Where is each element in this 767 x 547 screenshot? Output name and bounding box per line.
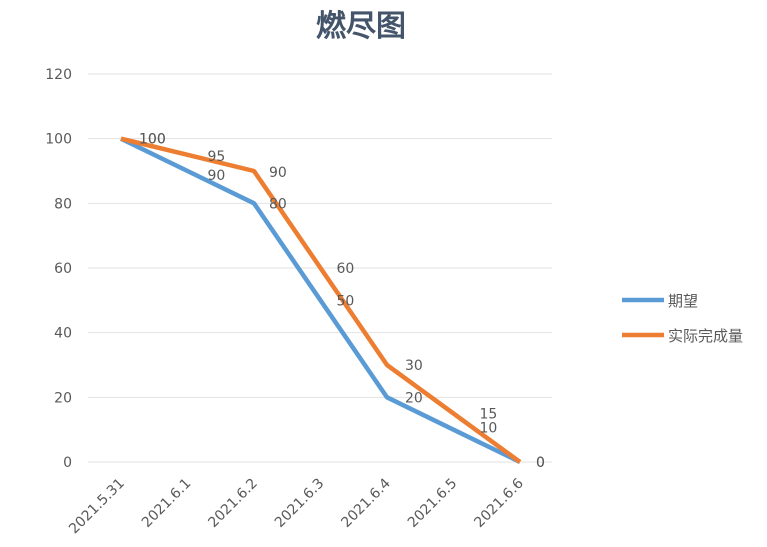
data-label: 80 bbox=[269, 196, 287, 212]
data-label: 0 bbox=[536, 455, 545, 471]
x-tick-label: 2021.6.2 bbox=[205, 476, 260, 531]
y-tick-label: 80 bbox=[54, 196, 72, 212]
legend-label: 实际完成量 bbox=[668, 327, 743, 345]
x-tick-label: 2021.6.5 bbox=[405, 476, 460, 531]
y-tick-label: 20 bbox=[54, 390, 72, 406]
data-label: 50 bbox=[337, 293, 355, 309]
data-label: 15 bbox=[480, 407, 498, 423]
series-line-2 bbox=[120, 136, 522, 464]
x-tick-label: 2021.6.1 bbox=[139, 476, 194, 531]
x-axis-ticks: 2021.5.31 2021.6.1 2021.6.2 2021.6.3 2021.6.… bbox=[66, 475, 527, 537]
x-tick-label: 2021.5.31 bbox=[66, 476, 128, 538]
data-label: 60 bbox=[337, 261, 355, 277]
x-tick-label: 2021.6.3 bbox=[272, 476, 327, 531]
data-label: 100 bbox=[139, 132, 166, 148]
y-axis-ticks: 0 20 40 60 80 100 120 bbox=[45, 67, 72, 471]
data-label: 30 bbox=[405, 358, 423, 374]
data-label: 0 bbox=[536, 455, 545, 471]
y-tick-label: 100 bbox=[45, 132, 72, 148]
data-label: 10 bbox=[480, 421, 498, 437]
x-tick-label: 2021.6.6 bbox=[471, 475, 526, 530]
y-tick-label: 40 bbox=[54, 326, 72, 342]
y-tick-label: 120 bbox=[45, 67, 72, 83]
chart-title: 燃尽图 bbox=[316, 9, 406, 44]
legend-label: 期望 bbox=[668, 292, 698, 310]
y-tick-label: 60 bbox=[54, 261, 72, 277]
series-line-1 bbox=[120, 136, 521, 465]
data-label: 90 bbox=[208, 168, 226, 184]
x-tick-label: 2021.6.4 bbox=[338, 475, 393, 530]
gridlines bbox=[88, 73, 552, 463]
y-tick-label: 0 bbox=[63, 455, 72, 471]
data-label: 20 bbox=[405, 390, 423, 406]
data-label: 100 bbox=[139, 132, 166, 148]
data-label: 95 bbox=[208, 149, 226, 165]
data-label: 90 bbox=[269, 165, 287, 181]
series-lines bbox=[120, 136, 522, 465]
